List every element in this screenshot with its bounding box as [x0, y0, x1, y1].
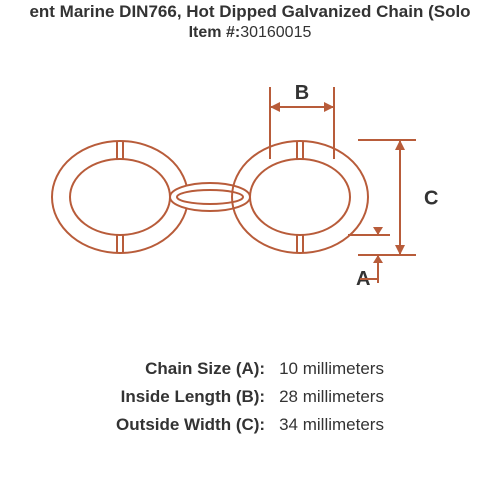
table-row: Chain Size (A): 10 millimeters: [110, 356, 390, 382]
table-row: Outside Width (C): 34 millimeters: [110, 412, 390, 438]
item-number-line: Item #:30160015: [0, 24, 500, 42]
item-number-label: Item #:: [189, 24, 241, 41]
spec-label: Inside Length (B):: [110, 384, 271, 410]
svg-text:B: B: [295, 82, 309, 104]
table-row: Inside Length (B): 28 millimeters: [110, 384, 390, 410]
item-number-value: 30160015: [240, 24, 311, 41]
chain-diagram: BCA: [0, 42, 500, 342]
spec-value: 34 millimeters: [273, 412, 390, 438]
specs-table: Chain Size (A): 10 millimeters Inside Le…: [108, 354, 392, 440]
page-title: ent Marine DIN766, Hot Dipped Galvanized…: [0, 2, 500, 22]
spec-value: 10 millimeters: [273, 356, 390, 382]
spec-label: Chain Size (A):: [110, 356, 271, 382]
spec-value: 28 millimeters: [273, 384, 390, 410]
svg-text:C: C: [424, 188, 438, 210]
spec-label: Outside Width (C):: [110, 412, 271, 438]
